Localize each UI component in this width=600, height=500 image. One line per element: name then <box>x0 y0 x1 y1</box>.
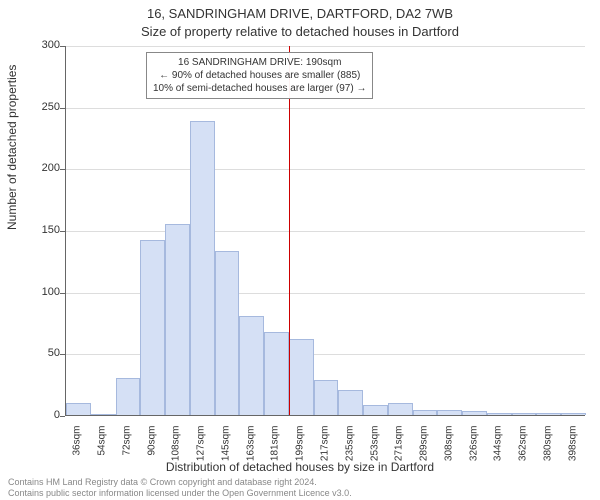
ytick-mark <box>60 416 65 417</box>
gridline <box>66 46 585 47</box>
ytick-mark <box>60 169 65 170</box>
annotation-line3: 10% of semi-detached houses are larger (… <box>153 82 366 95</box>
y-axis-label: Number of detached properties <box>5 65 19 230</box>
histogram-bar <box>437 410 462 415</box>
property-marker-line <box>289 46 290 415</box>
xtick-label: 326sqm <box>468 426 479 486</box>
xtick-label: 253sqm <box>369 426 380 486</box>
chart-container: 16, SANDRINGHAM DRIVE, DARTFORD, DA2 7WB… <box>0 0 600 500</box>
xtick-label: 217sqm <box>320 426 331 486</box>
histogram-bar <box>363 405 388 415</box>
ytick-mark <box>60 354 65 355</box>
xtick-label: 108sqm <box>171 426 182 486</box>
xtick-label: 54sqm <box>97 426 108 486</box>
xtick-label: 344sqm <box>493 426 504 486</box>
xtick-label: 36sqm <box>72 426 83 486</box>
ytick-label: 50 <box>30 347 60 359</box>
xtick-label: 380sqm <box>542 426 553 486</box>
xtick-label: 271sqm <box>394 426 405 486</box>
ytick-label: 200 <box>30 162 60 174</box>
xtick-label: 289sqm <box>419 426 430 486</box>
ytick-label: 100 <box>30 286 60 298</box>
annotation-line2: ← 90% of detached houses are smaller (88… <box>153 69 366 82</box>
ytick-mark <box>60 46 65 47</box>
histogram-bar <box>561 413 586 415</box>
xtick-label: 181sqm <box>270 426 281 486</box>
xtick-label: 145sqm <box>220 426 231 486</box>
xtick-label: 199sqm <box>295 426 306 486</box>
chart-title-subtitle: Size of property relative to detached ho… <box>0 24 600 39</box>
ytick-mark <box>60 231 65 232</box>
histogram-bar <box>116 378 141 415</box>
histogram-bar <box>264 332 289 415</box>
gridline <box>66 108 585 109</box>
ytick-mark <box>60 108 65 109</box>
xtick-label: 72sqm <box>121 426 132 486</box>
histogram-bar <box>338 390 363 415</box>
xtick-label: 127sqm <box>196 426 207 486</box>
ytick-label: 0 <box>30 409 60 421</box>
histogram-bar <box>487 413 512 415</box>
ytick-label: 250 <box>30 101 60 113</box>
annotation-line1: 16 SANDRINGHAM DRIVE: 190sqm <box>153 56 366 69</box>
histogram-bar <box>512 413 537 415</box>
histogram-bar <box>388 403 413 415</box>
chart-title-address: 16, SANDRINGHAM DRIVE, DARTFORD, DA2 7WB <box>0 6 600 21</box>
histogram-bar <box>140 240 165 415</box>
xtick-label: 163sqm <box>245 426 256 486</box>
histogram-bar <box>289 339 314 415</box>
histogram-bar <box>314 380 339 415</box>
histogram-bar <box>66 403 91 415</box>
footer-line2: Contains public sector information licen… <box>8 488 352 499</box>
xtick-label: 90sqm <box>146 426 157 486</box>
histogram-bar <box>239 316 264 415</box>
gridline <box>66 169 585 170</box>
ytick-mark <box>60 293 65 294</box>
ytick-label: 300 <box>30 39 60 51</box>
histogram-bar <box>91 414 116 415</box>
annotation-box: 16 SANDRINGHAM DRIVE: 190sqm ← 90% of de… <box>146 52 373 99</box>
gridline <box>66 231 585 232</box>
plot-area: 16 SANDRINGHAM DRIVE: 190sqm ← 90% of de… <box>65 46 585 416</box>
histogram-bar <box>536 413 561 415</box>
histogram-bar <box>165 224 190 415</box>
xtick-label: 398sqm <box>567 426 578 486</box>
histogram-bar <box>190 121 215 415</box>
ytick-label: 150 <box>30 224 60 236</box>
xtick-label: 362sqm <box>518 426 529 486</box>
histogram-bar <box>462 411 487 415</box>
histogram-bar <box>413 410 438 415</box>
xtick-label: 308sqm <box>443 426 454 486</box>
histogram-bar <box>215 251 240 415</box>
xtick-label: 235sqm <box>344 426 355 486</box>
